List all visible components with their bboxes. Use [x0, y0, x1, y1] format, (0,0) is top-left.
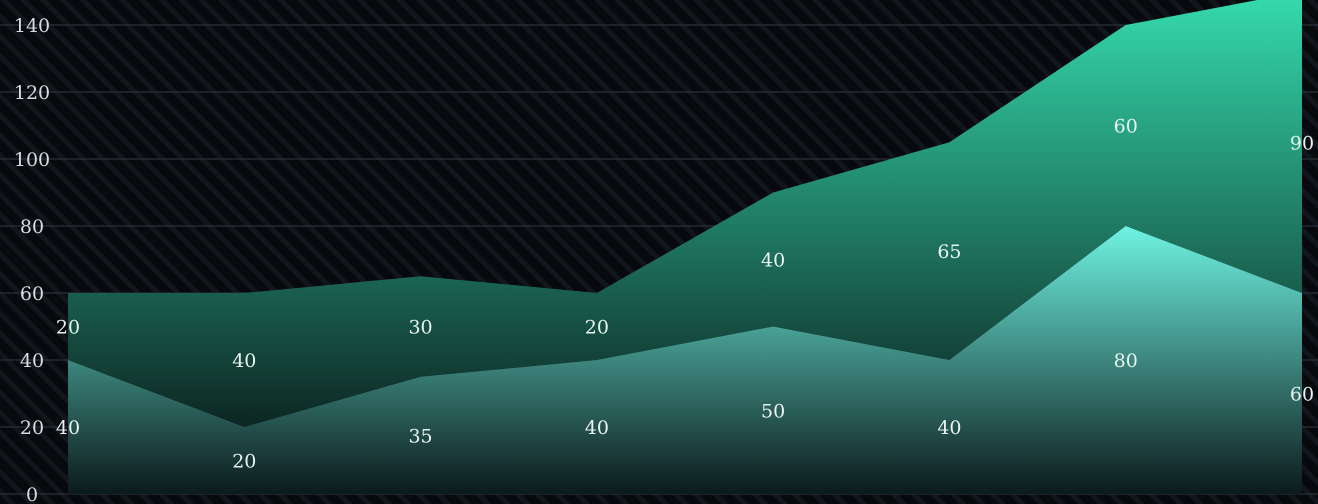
data-label-upper: 65: [937, 241, 961, 263]
data-label-upper: 30: [408, 317, 432, 339]
y-axis-ticks: 0 20 40 60 80 100 120 140: [14, 15, 50, 504]
data-label-lower: 60: [1290, 384, 1314, 406]
data-label-lower: 20: [232, 451, 256, 473]
data-label-upper: 20: [585, 317, 609, 339]
area-series-upper: [68, 0, 1302, 427]
y-tick-label: 0: [26, 484, 38, 504]
y-tick-label: 100: [14, 149, 50, 171]
data-label-lower: 40: [585, 417, 609, 439]
data-label-lower: 40: [937, 417, 961, 439]
y-tick-label: 20: [20, 417, 44, 439]
data-label-upper: 40: [761, 250, 785, 272]
data-label-lower: 50: [761, 400, 785, 422]
y-tick-label: 140: [14, 15, 50, 37]
data-label-upper: 60: [1114, 116, 1138, 138]
data-label-lower: 80: [1114, 350, 1138, 372]
y-tick-label: 80: [20, 216, 44, 238]
y-tick-label: 60: [20, 283, 44, 305]
area-series: [68, 0, 1302, 494]
data-label-upper: 40: [232, 350, 256, 372]
y-tick-label: 40: [20, 350, 44, 372]
data-label-lower: 40: [56, 417, 80, 439]
data-labels: 40 20 20 40 35 30 40 20 50 40 40 65 80 60 60 90: [56, 116, 1314, 473]
data-label-upper: 90: [1290, 132, 1314, 154]
area-series-lower: [68, 226, 1302, 494]
y-tick-label: 120: [14, 82, 50, 104]
data-label-upper: 20: [56, 317, 80, 339]
data-label-lower: 35: [408, 425, 432, 447]
